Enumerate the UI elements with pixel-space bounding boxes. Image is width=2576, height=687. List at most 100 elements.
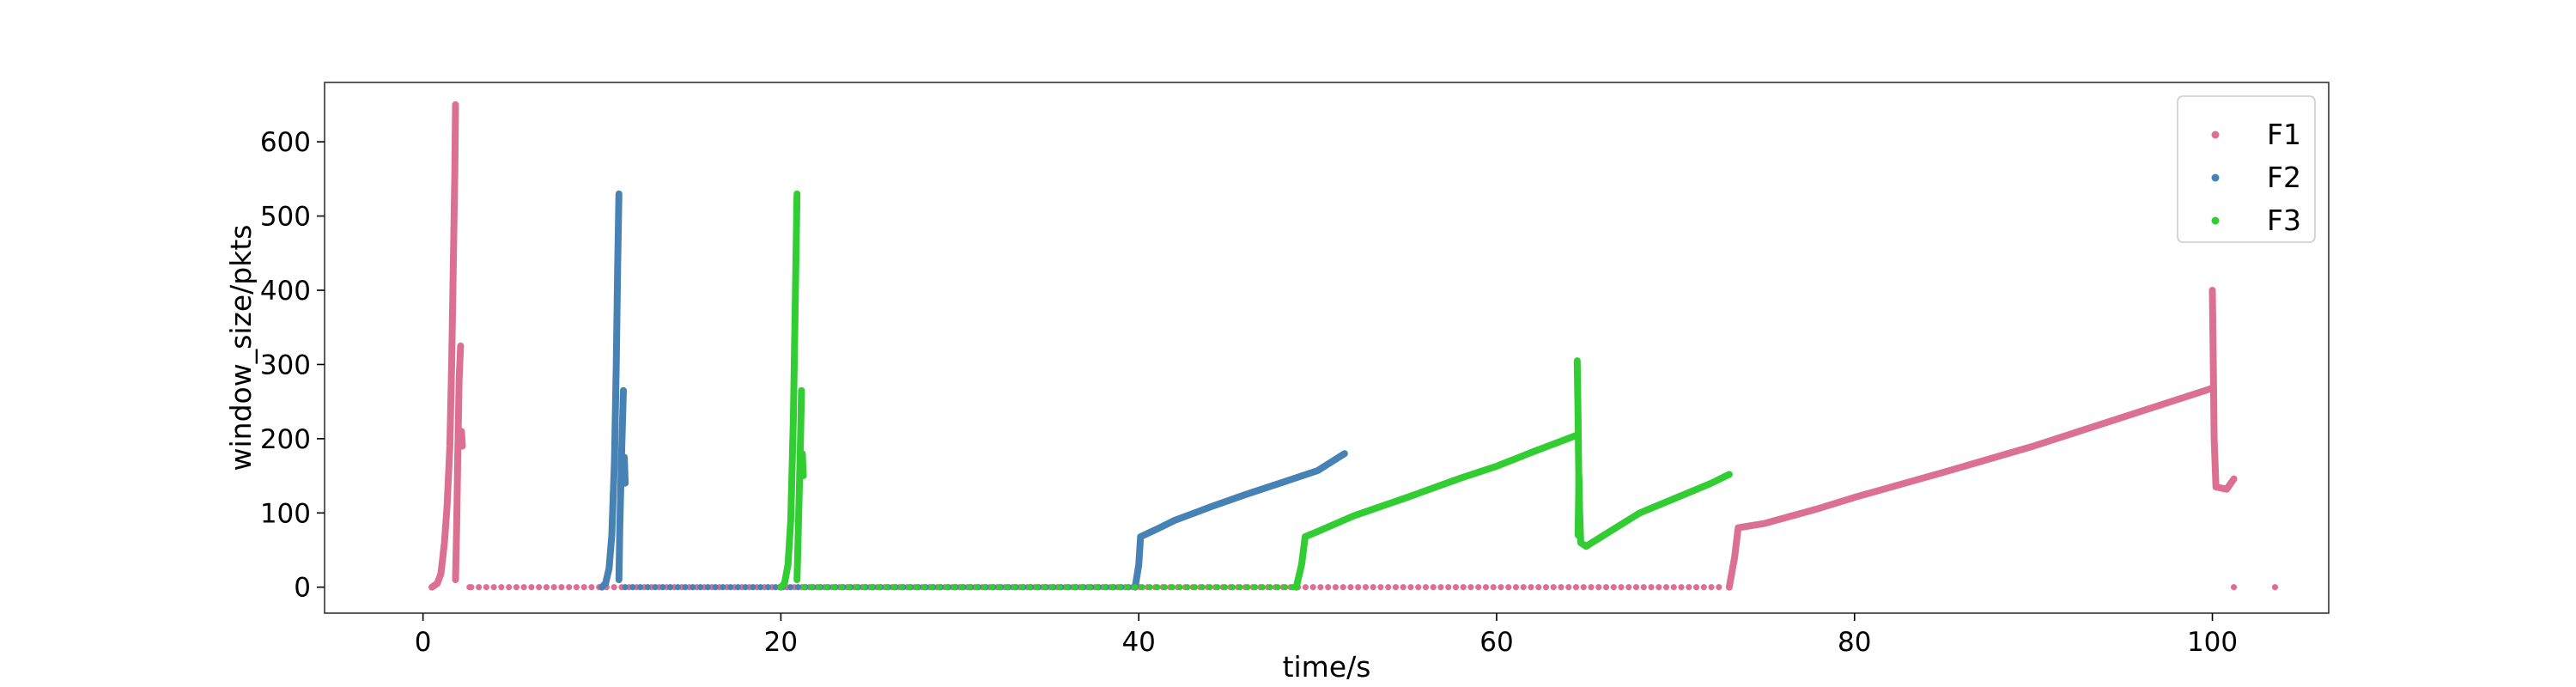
series-f3-point bbox=[1236, 584, 1243, 591]
series-f1-segment bbox=[1725, 385, 2216, 591]
series-f3-point bbox=[1086, 584, 1093, 591]
series-marks bbox=[428, 100, 2279, 591]
y-tick-label: 400 bbox=[260, 276, 311, 307]
series-f1-point bbox=[1550, 584, 1557, 591]
legend: F1 F2 F3 bbox=[2177, 95, 2316, 243]
series-f3-point bbox=[823, 584, 830, 591]
series-f3-point bbox=[846, 584, 853, 591]
legend-label-f3: F3 bbox=[2267, 204, 2301, 237]
series-f3-point bbox=[1146, 584, 1153, 591]
series-f1-point bbox=[1580, 584, 1587, 591]
series-f3-point bbox=[958, 584, 965, 591]
x-tick-label: 20 bbox=[764, 627, 798, 658]
series-f1-point bbox=[528, 584, 535, 591]
series-f3-point bbox=[906, 584, 913, 591]
series-f1-point bbox=[1392, 584, 1400, 591]
series-f1-point bbox=[588, 584, 595, 591]
series-f1-point bbox=[1535, 584, 1542, 591]
series-f3-point bbox=[860, 584, 868, 591]
series-f3-point bbox=[854, 584, 860, 591]
legend-box bbox=[2177, 95, 2316, 243]
series-f1-point bbox=[513, 584, 519, 591]
series-f3-point bbox=[1169, 584, 1176, 591]
series-f2-segment bbox=[1132, 450, 1348, 591]
series-f1-point bbox=[1445, 584, 1452, 591]
series-f2-point bbox=[659, 584, 666, 591]
series-f3-point bbox=[981, 584, 988, 591]
series-f2-point bbox=[697, 584, 704, 591]
series-f2-point bbox=[652, 584, 659, 591]
series-f1-point bbox=[1662, 584, 1670, 591]
series-f1-point bbox=[1595, 584, 1602, 591]
series-f1-point bbox=[1302, 584, 1309, 591]
series-f1-point bbox=[1670, 584, 1677, 591]
series-f3-point bbox=[996, 584, 1003, 591]
series-f2 bbox=[598, 190, 1348, 591]
series-f3-point bbox=[1026, 584, 1033, 591]
series-f1-point bbox=[1437, 584, 1444, 591]
series-f2-segment bbox=[620, 453, 629, 487]
series-f3-point bbox=[1078, 584, 1085, 591]
series-f3-point bbox=[1109, 584, 1115, 591]
series-f1-point bbox=[506, 584, 513, 591]
series-f1-point bbox=[543, 584, 550, 591]
series-f3-point bbox=[1162, 584, 1169, 591]
series-f3-point bbox=[928, 584, 935, 591]
series-f1-point bbox=[490, 584, 497, 591]
series-f3-point bbox=[1094, 584, 1101, 591]
series-f3-point bbox=[1004, 584, 1011, 591]
series-f1-point bbox=[580, 584, 587, 591]
series-f3-point bbox=[1199, 584, 1206, 591]
series-f2-point bbox=[727, 584, 734, 591]
series-f1-point bbox=[1452, 584, 1460, 591]
series-f2-segment bbox=[598, 190, 623, 591]
legend-marker-f2 bbox=[2211, 173, 2220, 182]
series-f2-point bbox=[757, 584, 764, 591]
series-f3-point bbox=[1064, 584, 1071, 591]
series-f1-point bbox=[1708, 584, 1715, 591]
series-f3-point bbox=[1034, 584, 1041, 591]
series-f1-point bbox=[566, 584, 573, 591]
series-f1-point bbox=[498, 584, 505, 591]
series-f1-point bbox=[1498, 584, 1504, 591]
series-f3-point bbox=[1267, 584, 1273, 591]
series-f3-point bbox=[1222, 584, 1229, 591]
series-f3-point bbox=[868, 584, 875, 591]
series-f1-point bbox=[1678, 584, 1685, 591]
series-f3-point bbox=[1132, 584, 1139, 591]
series-f2-point bbox=[674, 584, 681, 591]
series-f3-segment bbox=[777, 190, 801, 591]
series-f1-point bbox=[1400, 584, 1406, 591]
series-f3-point bbox=[920, 584, 928, 591]
series-f1-point bbox=[2271, 584, 2279, 591]
series-f2-point bbox=[720, 584, 726, 591]
series-f3-point bbox=[1154, 584, 1161, 591]
y-tick-label: 300 bbox=[260, 350, 311, 380]
series-f3 bbox=[777, 190, 1733, 591]
series-f3-point bbox=[966, 584, 973, 591]
y-tick-label: 100 bbox=[260, 498, 311, 529]
x-tick-label: 0 bbox=[415, 627, 432, 658]
series-f1-point bbox=[1407, 584, 1414, 591]
x-tick-label: 40 bbox=[1121, 627, 1155, 658]
series-f1-point bbox=[1558, 584, 1564, 591]
series-f1-point bbox=[1490, 584, 1497, 591]
series-f2-point bbox=[644, 584, 651, 591]
series-f3-point bbox=[838, 584, 845, 591]
series-f1-point bbox=[1588, 584, 1595, 591]
series-f3-point bbox=[988, 584, 995, 591]
series-f1-point bbox=[1640, 584, 1647, 591]
series-f2-point bbox=[682, 584, 689, 591]
series-f3-point bbox=[944, 584, 951, 591]
series-f3-point bbox=[1244, 584, 1251, 591]
series-f1-point bbox=[1340, 584, 1346, 591]
series-f3-segment bbox=[1573, 357, 1733, 550]
series-f3-point bbox=[936, 584, 943, 591]
series-f2-point bbox=[742, 584, 749, 591]
series-f1-point bbox=[1332, 584, 1340, 591]
series-f2-point bbox=[629, 584, 636, 591]
series-f3-point bbox=[1011, 584, 1018, 591]
series-f1-point bbox=[1347, 584, 1354, 591]
series-f1-point bbox=[1415, 584, 1422, 591]
